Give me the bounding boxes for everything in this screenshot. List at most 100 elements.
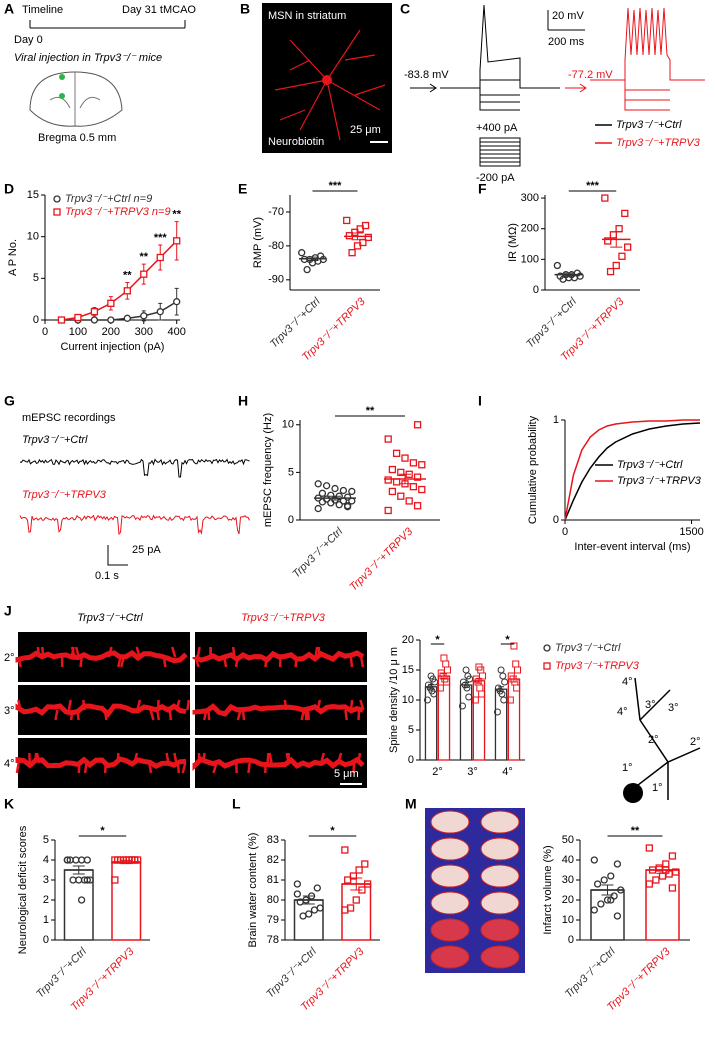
spine: [359, 699, 365, 711]
point: [423, 696, 431, 704]
row-label: 2°: [4, 652, 15, 664]
order-label: 4°: [622, 676, 633, 688]
y-tick-label: 30: [562, 874, 574, 886]
spine: [36, 646, 41, 658]
point: [593, 880, 602, 888]
point: [344, 876, 352, 884]
spine: [344, 709, 348, 721]
slice: [430, 918, 470, 942]
point: [140, 312, 148, 320]
point: [612, 261, 620, 270]
point: [497, 666, 505, 674]
point: [318, 489, 327, 497]
y-tick-label: 0: [408, 754, 414, 766]
y-tick-label: 0: [533, 284, 539, 296]
y-tick-label: 10: [402, 694, 414, 706]
spine: [194, 656, 200, 668]
y-tick-label: 79: [267, 914, 279, 926]
point: [335, 501, 343, 509]
point: [343, 216, 351, 225]
point: [597, 900, 605, 908]
point: [590, 856, 598, 864]
point: [123, 287, 131, 295]
point: [173, 298, 181, 306]
point: [299, 912, 307, 920]
bar: [63, 869, 94, 941]
y-tick-label: 0: [568, 934, 574, 946]
point: [543, 662, 551, 670]
series-line: [564, 419, 700, 521]
legend-label: Trpv3⁻/⁻+Ctrl n=9: [65, 193, 152, 205]
timeline-title: Timeline: [22, 4, 63, 16]
y-tick-label: 0: [33, 314, 39, 326]
panel-label: J: [4, 603, 12, 619]
x-axis-label: Current injection (pA): [61, 341, 165, 353]
point: [388, 487, 397, 496]
point: [77, 896, 86, 904]
significance: ***: [586, 180, 600, 192]
y-tick-label: -70: [268, 206, 284, 218]
dendrite-diagram: [624, 677, 701, 800]
spine: [349, 656, 354, 668]
point: [156, 308, 164, 316]
injection-label: Viral injection in Trpv3⁻/⁻ mice: [14, 52, 162, 64]
y-axis-label: mEPSC frequency (Hz): [262, 413, 274, 527]
spine: [69, 709, 74, 721]
point: [645, 880, 653, 888]
step-label: -200 pA: [476, 172, 515, 184]
point: [624, 243, 632, 251]
point: [499, 672, 507, 680]
scale-label: 25 μm: [350, 124, 381, 136]
point: [476, 684, 484, 692]
point: [409, 483, 418, 491]
spine: [133, 752, 139, 764]
panel-label: H: [238, 393, 248, 409]
error-bar: [351, 232, 364, 241]
row-label: 3°: [4, 705, 15, 717]
y-tick-label: 5: [408, 724, 414, 736]
series-line: [564, 422, 701, 521]
error-bar: [302, 895, 315, 905]
spine: [103, 762, 107, 774]
y-tick-label: 82: [267, 854, 279, 866]
point: [74, 313, 82, 322]
point: [510, 642, 518, 650]
error-bar: [329, 495, 341, 501]
error-bar: [350, 877, 363, 891]
micrograph: [195, 685, 367, 735]
spine: [241, 709, 246, 721]
spine: [316, 699, 322, 711]
spine: [171, 646, 177, 658]
soma: [322, 75, 332, 85]
panel-label: F: [478, 181, 487, 197]
y-tick-label: 5: [43, 834, 49, 846]
injection-site: [59, 74, 65, 80]
error-bar: [475, 677, 482, 684]
point: [348, 487, 356, 496]
significance: *: [505, 634, 510, 646]
spine: [35, 752, 41, 764]
panel-label: D: [4, 181, 14, 197]
y-axis-label: Infarct volume (%): [542, 845, 554, 934]
slice: [480, 837, 520, 861]
panel-label: E: [238, 181, 247, 197]
point: [475, 663, 483, 671]
point: [314, 480, 322, 488]
spine: [79, 656, 83, 668]
point: [339, 486, 348, 495]
error-bar: [498, 686, 505, 693]
point: [388, 465, 397, 474]
point: [343, 493, 352, 501]
recording-title: mEPSC recordings: [22, 412, 116, 424]
spine: [317, 646, 321, 658]
y-tick-label: 200: [521, 223, 539, 235]
point: [609, 231, 618, 239]
legend-label: Trpv3⁻/⁻+TRPV3: [555, 660, 640, 672]
point: [501, 678, 509, 686]
spine: [117, 656, 122, 668]
slice: [430, 810, 470, 834]
y-tick-label: 5: [288, 466, 294, 478]
x-tick-label: 100: [69, 326, 87, 338]
step-label: +400 pA: [476, 122, 518, 134]
point: [590, 906, 598, 914]
